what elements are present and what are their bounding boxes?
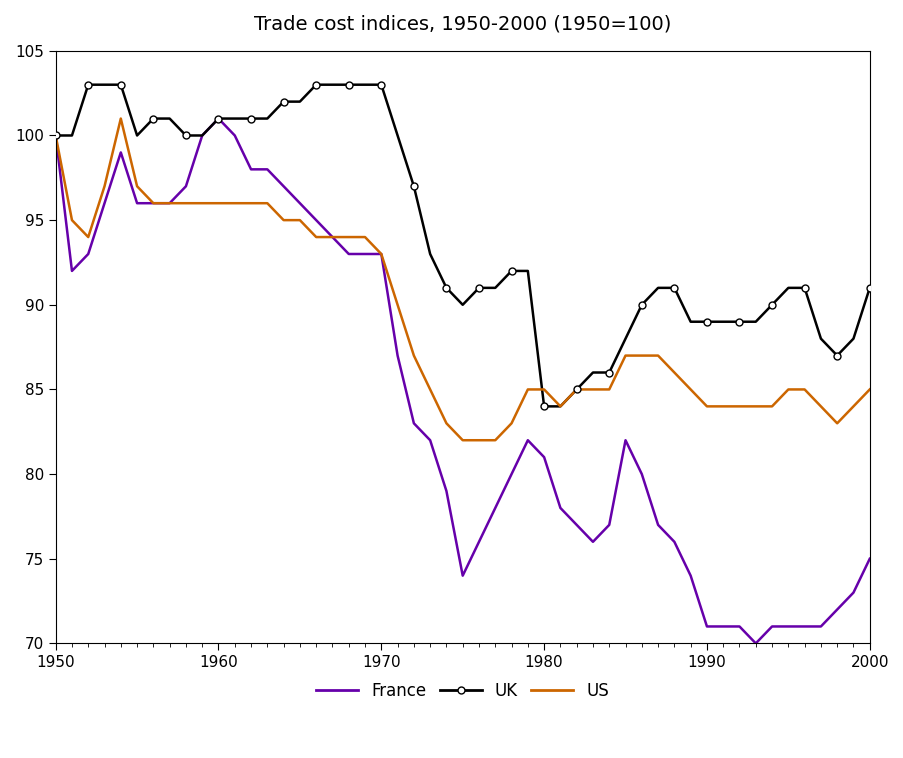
UK bbox=[327, 80, 338, 89]
US bbox=[327, 233, 338, 242]
UK bbox=[538, 402, 549, 411]
Line: US: US bbox=[56, 118, 869, 440]
UK bbox=[668, 283, 679, 293]
Title: Trade cost indices, 1950-2000 (1950=100): Trade cost indices, 1950-2000 (1950=100) bbox=[254, 15, 671, 34]
US bbox=[116, 114, 126, 123]
US bbox=[51, 131, 61, 140]
France bbox=[51, 131, 61, 140]
UK bbox=[863, 283, 874, 293]
US bbox=[668, 368, 679, 377]
France bbox=[652, 520, 663, 529]
UK bbox=[51, 131, 61, 140]
UK bbox=[246, 114, 256, 123]
US bbox=[847, 402, 858, 411]
France bbox=[749, 639, 760, 648]
France bbox=[213, 114, 224, 123]
UK bbox=[619, 334, 630, 343]
Line: UK: UK bbox=[56, 85, 869, 406]
France bbox=[847, 588, 858, 597]
UK bbox=[83, 80, 94, 89]
US bbox=[457, 436, 468, 445]
US bbox=[246, 199, 256, 208]
UK bbox=[847, 334, 858, 343]
Legend: France, UK, US: France, UK, US bbox=[310, 675, 615, 706]
Line: France: France bbox=[56, 118, 869, 644]
US bbox=[311, 233, 321, 242]
France bbox=[311, 215, 321, 224]
US bbox=[863, 385, 874, 394]
UK bbox=[311, 80, 321, 89]
France bbox=[246, 164, 256, 174]
France bbox=[327, 233, 338, 242]
France bbox=[863, 554, 874, 563]
US bbox=[619, 351, 630, 360]
France bbox=[603, 520, 614, 529]
